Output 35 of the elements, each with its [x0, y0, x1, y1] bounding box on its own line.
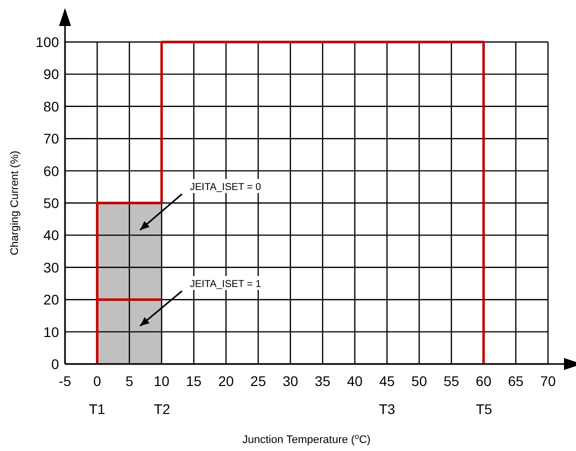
y-tick-label: 40: [43, 227, 60, 244]
x-tick-label: 25: [250, 373, 266, 389]
x-tick-label: -5: [58, 373, 72, 389]
y-tick-label: 30: [43, 259, 60, 276]
x-axis-title: Junction Temperature ($^{o}$C): [242, 432, 371, 446]
y-tick-label: 50: [43, 195, 60, 211]
y-tick-label: 0: [51, 356, 60, 372]
x-tick-label: 50: [411, 373, 428, 389]
x-tick-label: 20: [218, 373, 234, 389]
x-tick-label: 40: [347, 373, 363, 389]
annotation: JEITA_ISET = 1: [190, 279, 262, 290]
x-tick-label: 30: [282, 373, 298, 389]
y-tick-label: 90: [43, 66, 60, 82]
x-tick-label: 10: [154, 373, 170, 389]
x-tick-label: 0: [93, 373, 102, 389]
text: T2: [154, 401, 170, 417]
y-tick-label: 100: [36, 34, 60, 50]
x-tick-label: 45: [379, 373, 395, 389]
y-tick-label: 80: [43, 98, 60, 114]
x-tick-label: 55: [444, 373, 460, 389]
x-tick-label: 35: [314, 373, 331, 389]
text: T3: [378, 401, 396, 417]
x-tick-label: 60: [476, 373, 492, 389]
x-tick-label: 15: [186, 373, 202, 389]
y-tick-label: 10: [43, 324, 60, 340]
x-tick-label: 5: [126, 373, 134, 389]
annotation: JEITA_ISET = 0: [190, 182, 262, 193]
x-tick-label: 65: [508, 373, 524, 389]
x-tick-label: 70: [540, 373, 556, 389]
y-tick-label: 20: [43, 292, 60, 308]
text: T5: [476, 401, 492, 417]
text: T1: [88, 401, 106, 417]
y-axis-title: Charging Current (%): [9, 150, 21, 256]
y-tick-label: 70: [43, 130, 60, 147]
y-tick-label: 60: [43, 162, 60, 179]
